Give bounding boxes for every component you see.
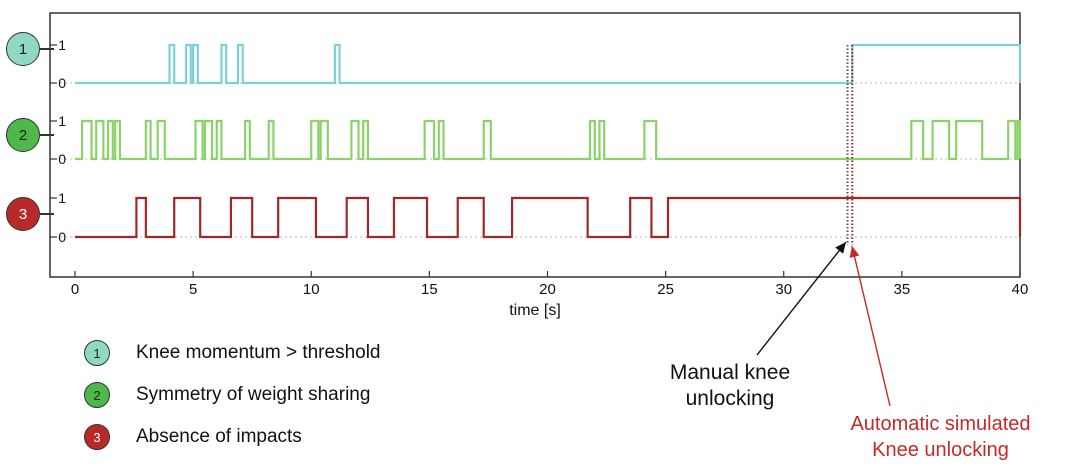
x-tick-label: 30 [775, 281, 792, 298]
manual-arrow-head [835, 242, 846, 254]
row-marker-connector [40, 213, 54, 215]
x-tick-label: 35 [894, 281, 911, 298]
manual-annotation-line-1: Manual knee [669, 361, 791, 384]
automatic-annotation-line-1: Automatic simulated [850, 413, 1031, 435]
x-tick-label: 10 [303, 281, 320, 298]
x-axis-label: time [s] [509, 302, 561, 319]
y-tick-label: 1 [58, 37, 66, 53]
x-tick-label: 15 [421, 281, 438, 298]
row-marker-3: 3 [6, 197, 40, 231]
row-marker-number: 3 [18, 205, 28, 223]
series-line [75, 196, 1022, 239]
x-tick-label: 0 [71, 281, 79, 298]
legend-circle-2: 2 [84, 382, 110, 408]
legend-item: 2 Symmetry of weight sharing [84, 380, 370, 410]
automatic-arrow-head [849, 246, 860, 258]
manual-annotation-line-2: unlocking [685, 387, 775, 410]
y-tick-label: 0 [58, 151, 66, 167]
x-tick-label: 40 [1012, 281, 1029, 298]
legend-label: Symmetry of weight sharing [136, 384, 371, 405]
legend-circle-1: 1 [84, 340, 110, 366]
series-line [75, 43, 1022, 85]
x-tick-label: 20 [539, 281, 556, 298]
row-marker-number: 2 [18, 126, 28, 144]
y-tick-label: 1 [58, 113, 66, 129]
legend-item: 3 Absence of impacts [84, 422, 302, 452]
row-marker-number: 1 [18, 40, 28, 58]
automatic-arrow [851, 245, 891, 407]
legend-label: Absence of impacts [136, 426, 302, 447]
legend-circle-3: 3 [84, 424, 110, 450]
manual-arrow [756, 241, 847, 356]
automatic-annotation-line-2: Knee unlocking [872, 439, 1009, 461]
series-line [75, 119, 1022, 161]
y-tick-label: 1 [58, 190, 66, 206]
manual-unlocking-annotation: Manual knee unlocking [620, 360, 840, 412]
legend-item: 1 Knee momentum > threshold [84, 338, 381, 368]
automatic-unlocking-annotation: Automatic simulated Knee unlocking [810, 411, 1071, 463]
row-marker-2: 2 [6, 118, 40, 152]
row-marker-1: 1 [6, 32, 40, 66]
legend-label: Knee momentum > threshold [136, 342, 381, 363]
y-tick-label: 0 [58, 75, 66, 91]
row-marker-connector [40, 134, 54, 136]
x-tick-label: 25 [657, 281, 674, 298]
y-tick-label: 0 [58, 229, 66, 245]
x-tick-label: 5 [189, 281, 197, 298]
row-marker-connector [40, 48, 54, 50]
